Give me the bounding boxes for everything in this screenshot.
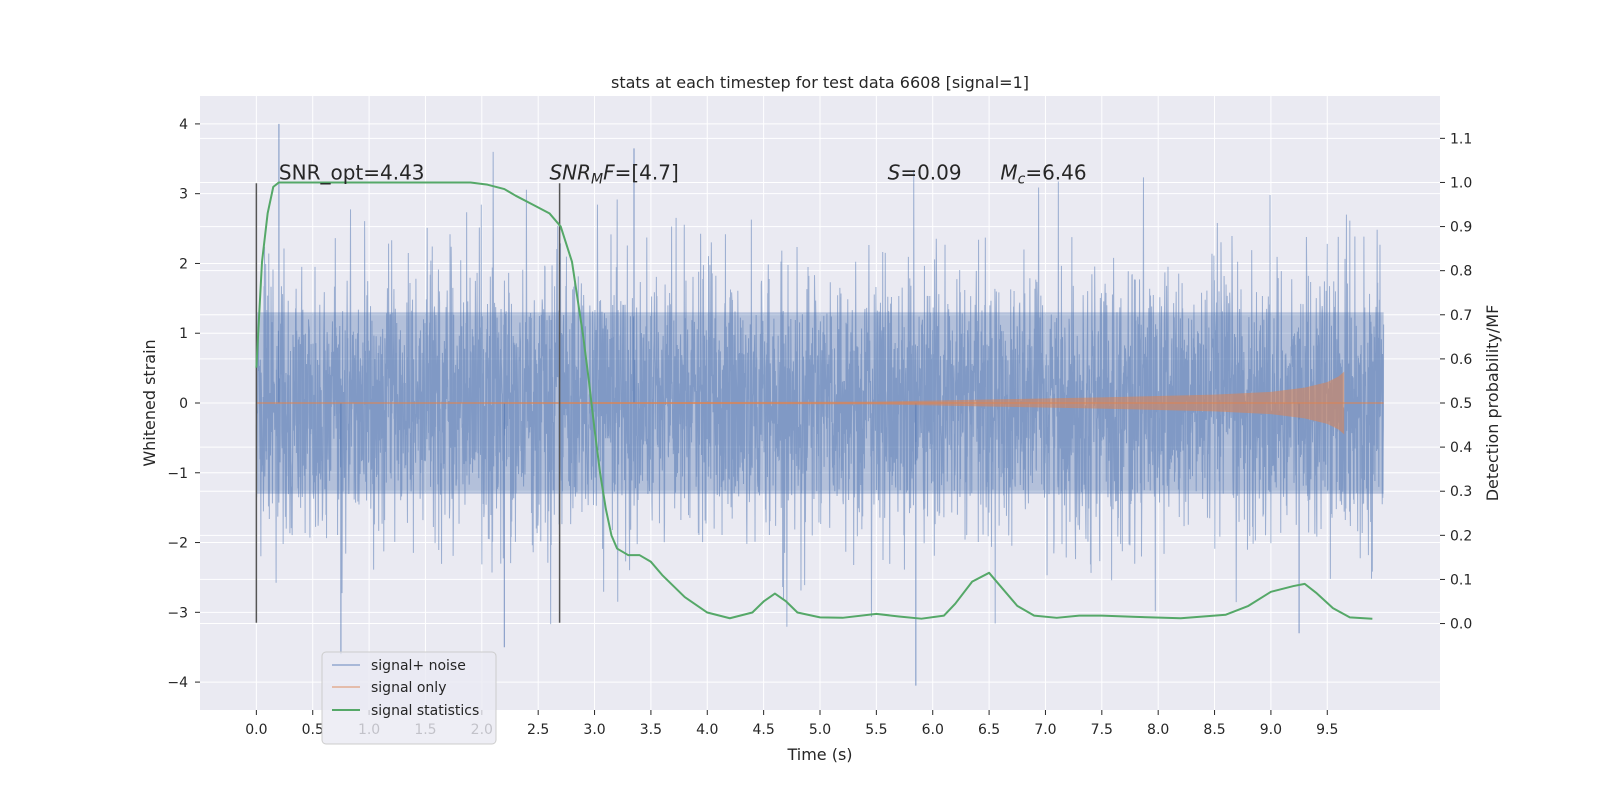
x-tick-label-9: 4.5 bbox=[753, 722, 775, 738]
y2-tick-label-11: 0.0 bbox=[1450, 617, 1472, 633]
series-signal-only bbox=[256, 371, 1384, 435]
y2-tick-label-8: 0.3 bbox=[1450, 484, 1472, 500]
noise-spikes bbox=[278, 123, 1300, 686]
x-tick-label-15: 7.5 bbox=[1091, 722, 1113, 738]
x-tick-label-11: 5.5 bbox=[865, 722, 887, 738]
y2-tick-label-3: 0.8 bbox=[1450, 264, 1472, 280]
y2-tick-label-6: 0.5 bbox=[1450, 396, 1472, 412]
y2-tick-label-0: 1.1 bbox=[1450, 131, 1472, 147]
legend: signal+ noise signal only signal statist… bbox=[321, 651, 497, 745]
x-tick-label-7: 3.5 bbox=[640, 722, 662, 738]
y2-axis-ticks: 1.1 1.0 0.9 0.8 0.7 0.6 0.5 0.4 0.3 0.2 0.1 0.0 bbox=[1440, 131, 1472, 633]
noise-trace bbox=[255, 151, 1385, 627]
x-tick-label-6: 3.0 bbox=[583, 722, 605, 738]
y2-tick-label-1: 1.0 bbox=[1450, 175, 1472, 191]
x-tick-label-10: 5.0 bbox=[809, 722, 831, 738]
legend-label-signal-noise: signal+ noise bbox=[371, 658, 466, 674]
y2-tick-label-9: 0.2 bbox=[1450, 528, 1472, 544]
legend-label-signal-only: signal only bbox=[371, 680, 446, 696]
x-tick-label-13: 6.5 bbox=[978, 722, 1000, 738]
annotations: SNR_opt=4.43 SNRMF=[4.7] S=0.09 Mc=6.46 bbox=[279, 161, 1087, 188]
annotation-snr-mf: SNRMF=[4.7] bbox=[549, 161, 678, 188]
y-tick-label-2: 2 bbox=[179, 256, 188, 272]
x-tick-label-5: 2.5 bbox=[527, 722, 549, 738]
y2-tick-label-4: 0.7 bbox=[1450, 308, 1472, 324]
plot-content bbox=[255, 123, 1385, 686]
legend-label-signal-statistics: signal statistics bbox=[371, 703, 479, 719]
y2-axis-label: Detection probability/MF bbox=[1483, 305, 1502, 502]
y-tick-label-4: 0 bbox=[179, 396, 188, 412]
x-tick-label-8: 4.0 bbox=[696, 722, 718, 738]
x-axis-label: Time (s) bbox=[786, 745, 852, 764]
y-axis-label: Whitened strain bbox=[140, 339, 159, 466]
y-tick-label-0: 4 bbox=[179, 117, 188, 133]
annotation-mc: Mc=6.46 bbox=[1000, 161, 1086, 188]
y-axis-ticks: 4 3 2 1 0 −1 −2 −3 −4 bbox=[167, 117, 200, 691]
x-tick-label-12: 6.0 bbox=[922, 722, 944, 738]
series-signal-statistics bbox=[255, 181, 1373, 620]
y2-tick-label-2: 0.9 bbox=[1450, 220, 1472, 236]
y-tick-label-6: −2 bbox=[167, 536, 188, 552]
annotation-s: S=0.09 bbox=[888, 161, 962, 185]
x-tick-label-17: 8.5 bbox=[1203, 722, 1225, 738]
x-tick-label-18: 9.0 bbox=[1260, 722, 1282, 738]
y-tick-label-5: −1 bbox=[167, 466, 188, 482]
x-tick-label-1: 0.5 bbox=[302, 722, 324, 738]
x-tick-label-14: 7.0 bbox=[1034, 722, 1056, 738]
signal-statistics-line bbox=[255, 181, 1373, 620]
y2-tick-label-5: 0.6 bbox=[1450, 352, 1472, 368]
x-tick-label-19: 9.5 bbox=[1316, 722, 1338, 738]
y2-tick-label-10: 0.1 bbox=[1450, 572, 1472, 588]
vertical-markers bbox=[255, 183, 561, 623]
y-tick-label-7: −3 bbox=[167, 605, 188, 621]
chart-title: stats at each timestep for test data 660… bbox=[611, 73, 1029, 92]
legend-box bbox=[321, 651, 497, 745]
x-tick-label-16: 8.0 bbox=[1147, 722, 1169, 738]
y-tick-label-1: 3 bbox=[179, 187, 188, 203]
y-tick-label-8: −4 bbox=[167, 675, 188, 691]
x-tick-label-0: 0.0 bbox=[245, 722, 267, 738]
annotation-snr-opt: SNR_opt=4.43 bbox=[279, 161, 425, 185]
y2-tick-label-7: 0.4 bbox=[1450, 440, 1472, 456]
y-tick-label-3: 1 bbox=[179, 326, 188, 342]
